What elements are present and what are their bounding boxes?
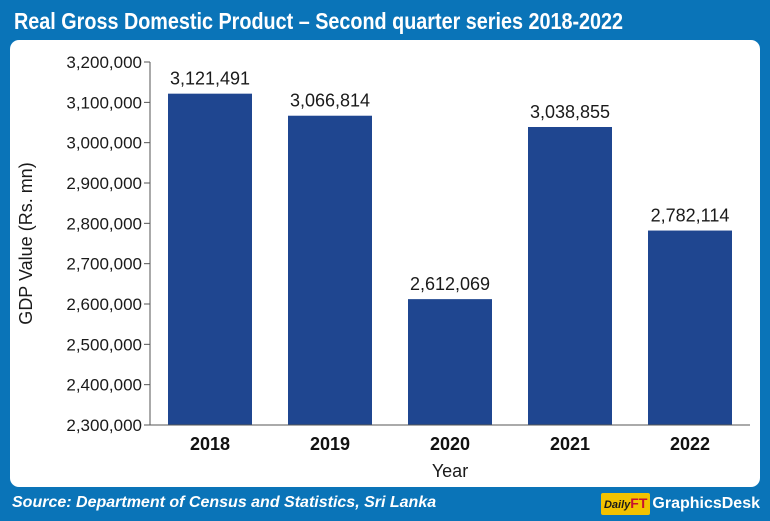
y-tick-label: 3,100,000 [66, 93, 142, 112]
x-tick-label-2019: 2019 [310, 434, 350, 454]
y-tick-label: 2,800,000 [66, 214, 142, 233]
data-label-2022: 2,782,114 [651, 206, 730, 226]
y-tick-label: 2,600,000 [66, 295, 142, 314]
x-axis-title: Year [432, 461, 468, 481]
y-tick-label: 2,500,000 [66, 335, 142, 354]
footer: Source: Department of Census and Statist… [0, 488, 770, 521]
data-label-2020: 2,612,069 [410, 274, 490, 294]
chart-panel: 2,300,000 2,400,000 2,500,000 2,600,000 2,70… [10, 40, 760, 487]
y-tick-label: 2,400,000 [66, 376, 142, 395]
bar-2020 [408, 299, 492, 425]
y-tick-label: 2,300,000 [66, 416, 142, 435]
source-note: Source: Department of Census and Statist… [12, 494, 437, 511]
bar-chart: 2,300,000 2,400,000 2,500,000 2,600,000 2,70… [16, 53, 750, 481]
data-label-2021: 3,038,855 [530, 102, 610, 122]
data-label-2018: 3,121,491 [170, 69, 250, 89]
y-tick-label: 3,200,000 [66, 53, 142, 72]
bar-2019 [288, 115, 372, 425]
data-labels: 3,121,491 3,066,814 2,612,069 3,038,855 2,78… [170, 69, 729, 294]
y-tick-label: 2,900,000 [66, 174, 142, 193]
bars [168, 93, 732, 426]
y-axis: 2,300,000 2,400,000 2,500,000 2,600,000 2,70… [66, 53, 151, 435]
y-tick-label: 2,700,000 [66, 255, 142, 274]
x-axis: 2018 2019 2020 2021 2022 [150, 424, 750, 454]
bar-2021 [528, 126, 612, 425]
bar-2022 [648, 230, 732, 425]
daily-ft-logo: DailyFT [600, 493, 651, 515]
brand-logo: DailyFT GraphicsDesk [600, 492, 760, 516]
x-tick-label-2018: 2018 [190, 434, 230, 454]
data-label-2019: 3,066,814 [290, 91, 370, 111]
y-tick-label: 3,000,000 [66, 134, 142, 153]
x-tick-label-2022: 2022 [670, 434, 710, 454]
chart-title: Real Gross Domestic Product – Second qua… [14, 8, 624, 34]
brand-text: GraphicsDesk [652, 495, 760, 512]
y-axis-title: GDP Value (Rs. mn) [16, 162, 36, 324]
x-tick-label-2021: 2021 [550, 434, 590, 454]
x-tick-label-2020: 2020 [430, 434, 470, 454]
bar-2018 [168, 93, 252, 426]
